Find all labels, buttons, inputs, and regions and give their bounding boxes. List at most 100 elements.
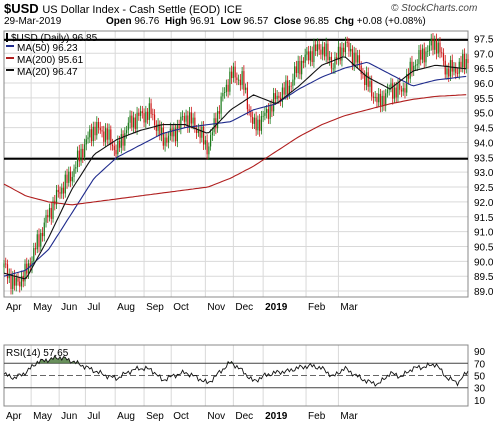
exchange: ICE (223, 4, 243, 16)
candle-body (462, 53, 464, 68)
candle-body (306, 51, 308, 55)
candle-body (190, 112, 192, 124)
candle-body (309, 51, 312, 61)
candle-body (455, 67, 457, 74)
candle-body (295, 66, 298, 74)
candle-body (47, 215, 49, 218)
candle-body (197, 129, 199, 133)
candle-body (348, 42, 350, 52)
legend-ma50: MA(50) 96.23 (17, 43, 78, 54)
candle-body (68, 171, 70, 183)
candle-body (50, 207, 52, 219)
candle-body (55, 189, 58, 205)
candle-body (124, 133, 126, 146)
candle-body (59, 192, 61, 194)
candle-body (94, 126, 96, 136)
candle-body (449, 60, 452, 77)
candle-body (176, 125, 178, 142)
candle-body (290, 85, 292, 87)
candle-body (118, 140, 121, 148)
candle-body (292, 79, 294, 86)
candle-body (224, 92, 226, 94)
candle-body (143, 113, 145, 123)
candle-body (69, 171, 72, 182)
candle-body (210, 135, 212, 147)
rsi-x-tick-label: Jun (61, 411, 77, 422)
candle-body (134, 117, 136, 130)
candle-body (376, 96, 378, 103)
legend-swatch-price (6, 33, 8, 42)
candle-body (343, 47, 345, 53)
candle-body (325, 43, 327, 57)
ma20-line (3, 56, 467, 280)
candle-body (52, 200, 54, 219)
candle-body (400, 89, 403, 92)
candle-body (127, 122, 129, 131)
price-tick-label: 90.5 (474, 242, 494, 253)
candle-body (125, 130, 128, 134)
rsi-x-tick-label: Apr (6, 411, 22, 422)
candle-body (383, 95, 385, 106)
candle-body (302, 60, 305, 63)
candle-body (132, 117, 135, 128)
candle-body (271, 104, 273, 112)
legend-ma20: MA(20) 96.47 (17, 67, 78, 78)
candle-body (451, 60, 453, 72)
candle-body (196, 128, 198, 133)
candle-body (92, 126, 94, 142)
candle-body (467, 59, 469, 64)
candle-body (294, 66, 296, 80)
candle-body (122, 134, 124, 146)
legend-price: $USD (Daily) 96.85 (11, 33, 98, 44)
rsi-legend: RSI(14) 57.65 (6, 348, 69, 359)
candle-body (241, 71, 243, 86)
candle-body (108, 129, 110, 140)
candle-body (181, 116, 184, 118)
candle-body (269, 104, 271, 119)
candle-body (392, 83, 394, 99)
candle-body (217, 111, 219, 129)
price-tick-label: 97.0 (474, 49, 494, 60)
candle-body (460, 61, 462, 68)
candle-body (351, 48, 354, 66)
price-tick-label: 92.5 (474, 183, 494, 194)
candle-body (304, 54, 306, 63)
candle-body (104, 128, 107, 142)
candle-body (87, 137, 89, 140)
candle-body (173, 128, 175, 137)
candle-body (192, 117, 194, 124)
close-label: Close (273, 16, 302, 27)
candle-body (153, 114, 156, 125)
candle-body (131, 115, 133, 128)
candle-body (360, 65, 362, 75)
candle-body (332, 68, 334, 70)
candle-body (318, 44, 320, 50)
candle-body (6, 264, 9, 279)
open-label: Open (106, 16, 132, 27)
candle-body (428, 45, 431, 51)
candle-body (399, 83, 401, 90)
candle-body (73, 168, 75, 177)
candle-body (439, 42, 441, 53)
candle-body (437, 42, 439, 54)
candle-body (110, 129, 112, 145)
candle-body (199, 129, 201, 138)
candle-body (78, 150, 80, 162)
candle-body (174, 128, 177, 142)
rsi-panel-frame (3, 344, 469, 407)
candle-body (113, 146, 115, 151)
candle-body (444, 60, 446, 75)
price-x-tick-label: Jun (61, 302, 77, 313)
candle-body (160, 127, 163, 136)
series (3, 32, 469, 389)
candle-body (61, 187, 63, 194)
rsi-line (3, 354, 469, 387)
candle-body (336, 57, 338, 60)
candle-body (231, 71, 233, 79)
candle-body (115, 150, 117, 155)
price-tick-label: 93.0 (474, 168, 494, 179)
candle-body (395, 87, 397, 98)
legend: $USD (Daily) 96.85 MA(50) 96.23 MA(200) … (6, 33, 98, 78)
price-x-tick-label: Aug (117, 302, 135, 313)
candle-body (357, 55, 359, 63)
